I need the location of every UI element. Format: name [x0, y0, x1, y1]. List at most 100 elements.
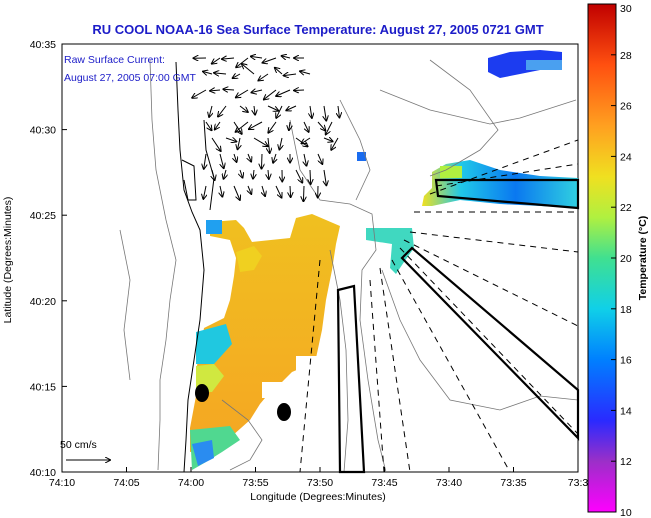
sst-pixel: [357, 152, 366, 161]
sst-patch-northeast: [488, 50, 562, 78]
current-vector: [215, 121, 221, 129]
sst-patch-south-blue: [192, 440, 214, 466]
current-vector: [268, 169, 269, 179]
coastline-hook: [181, 159, 197, 201]
x-axis-label: Longitude (Degrees:Minutes): [250, 491, 385, 503]
map-title: RU COOL NOAA-16 Sea Surface Temperature:…: [92, 22, 543, 37]
current-vector: [324, 105, 326, 121]
current-vector: [212, 169, 215, 180]
current-vector: [275, 68, 283, 75]
current-vector: [317, 121, 325, 130]
current-vector: [276, 89, 291, 96]
current-vector: [236, 89, 249, 97]
current-vector: [303, 121, 309, 132]
y-tick-label: 40:15: [30, 381, 56, 393]
scale-label: 50 cm/s: [60, 439, 97, 451]
dashed-line-9: [429, 139, 579, 195]
current-vector: [253, 137, 268, 146]
y-tick-label: 40:35: [30, 39, 56, 51]
current-vector: [236, 57, 249, 67]
current-vectors: [192, 56, 339, 201]
current-vector: [192, 89, 207, 98]
current-vector: [233, 74, 241, 78]
dashed-line-10: [435, 163, 579, 187]
current-vector: [248, 153, 251, 162]
current-vector: [253, 169, 254, 179]
current-vector: [258, 73, 269, 80]
current-vector: [242, 64, 255, 75]
contour-shelf-break: [379, 89, 577, 125]
y-tick-label: 40:30: [30, 125, 56, 137]
current-vector: [234, 153, 237, 162]
current-vector: [249, 121, 263, 129]
current-vector: [323, 138, 333, 141]
current-vector: [209, 105, 212, 117]
annotation-line-1: Raw Surface Current:: [64, 54, 165, 66]
current-vector: [248, 185, 251, 194]
y-axis-label: Latitude (Degrees:Minutes): [2, 197, 14, 324]
bathymetry-contours: [119, 59, 579, 473]
y-tick-label: 40:10: [30, 467, 56, 479]
current-vector: [222, 58, 235, 59]
sst-patch-north-blue: [206, 220, 222, 234]
area-east: [434, 178, 580, 210]
colorbar-tick-label: 18: [620, 304, 632, 316]
y-axis: 40:35 40:30 40:25 40:20 40:15 40:10: [30, 39, 67, 479]
current-vector: [310, 169, 311, 184]
colorbar-tick-label: 20: [620, 253, 632, 265]
current-vector: [317, 153, 322, 164]
current-vector: [263, 57, 277, 63]
x-tick-label: 73:3: [568, 477, 589, 489]
x-tick-label: 73:35: [500, 477, 526, 489]
sst-patch-northeast-edge: [526, 60, 562, 70]
current-vector: [264, 89, 277, 99]
current-vector: [304, 153, 306, 166]
current-vector: [275, 185, 281, 198]
x-tick-label: 73:40: [436, 477, 462, 489]
sst-patch-plume-core: [236, 246, 262, 272]
contour-inland: [119, 229, 131, 381]
current-vector: [282, 56, 291, 58]
current-vector: [254, 105, 255, 115]
current-vector: [225, 138, 236, 142]
colorbar-ticks: 30 28 26 24 22 20 18 16 14 12 10: [611, 3, 632, 518]
current-vector: [267, 105, 278, 111]
x-tick-label: 74:05: [113, 477, 139, 489]
current-vector: [284, 74, 297, 76]
current-vector: [236, 121, 249, 132]
colorbar-tick-label: 16: [620, 355, 632, 367]
current-vector: [219, 153, 224, 168]
x-axis: 74:10 74:05 74:00 73:55 73:50 73:45 73:40 73:35…: [49, 467, 589, 489]
area-channel: [336, 284, 366, 474]
sst-field: [190, 50, 578, 470]
current-vector: [240, 169, 242, 178]
current-vector: [302, 137, 311, 144]
data-gap: [296, 356, 324, 374]
current-vector: [300, 71, 311, 74]
current-vector: [224, 169, 226, 179]
colorbar-tick-label: 10: [620, 507, 632, 518]
current-vector: [290, 185, 291, 197]
dashed-line-1: [299, 259, 321, 473]
current-vector: [223, 89, 235, 90]
dashed-line-3: [379, 267, 411, 473]
current-vector: [326, 121, 333, 134]
contour-southeast: [381, 269, 579, 411]
study-areas: [336, 178, 580, 474]
current-vector: [220, 185, 222, 197]
current-vector: [331, 137, 339, 150]
x-tick-label: 74:00: [178, 477, 204, 489]
current-vector: [214, 73, 227, 74]
contour-channel-west: [289, 119, 387, 473]
data-gap-2: [262, 382, 288, 398]
current-vector: [268, 121, 277, 133]
colorbar-tick-label: 30: [620, 3, 632, 15]
current-vector: [289, 121, 290, 130]
radar-range-lines: [299, 139, 579, 473]
contour-northeast: [429, 59, 499, 177]
contour-nearshore: [149, 59, 177, 471]
current-vector: [251, 90, 263, 92]
coastline: [175, 61, 215, 473]
current-vector: [218, 105, 227, 117]
